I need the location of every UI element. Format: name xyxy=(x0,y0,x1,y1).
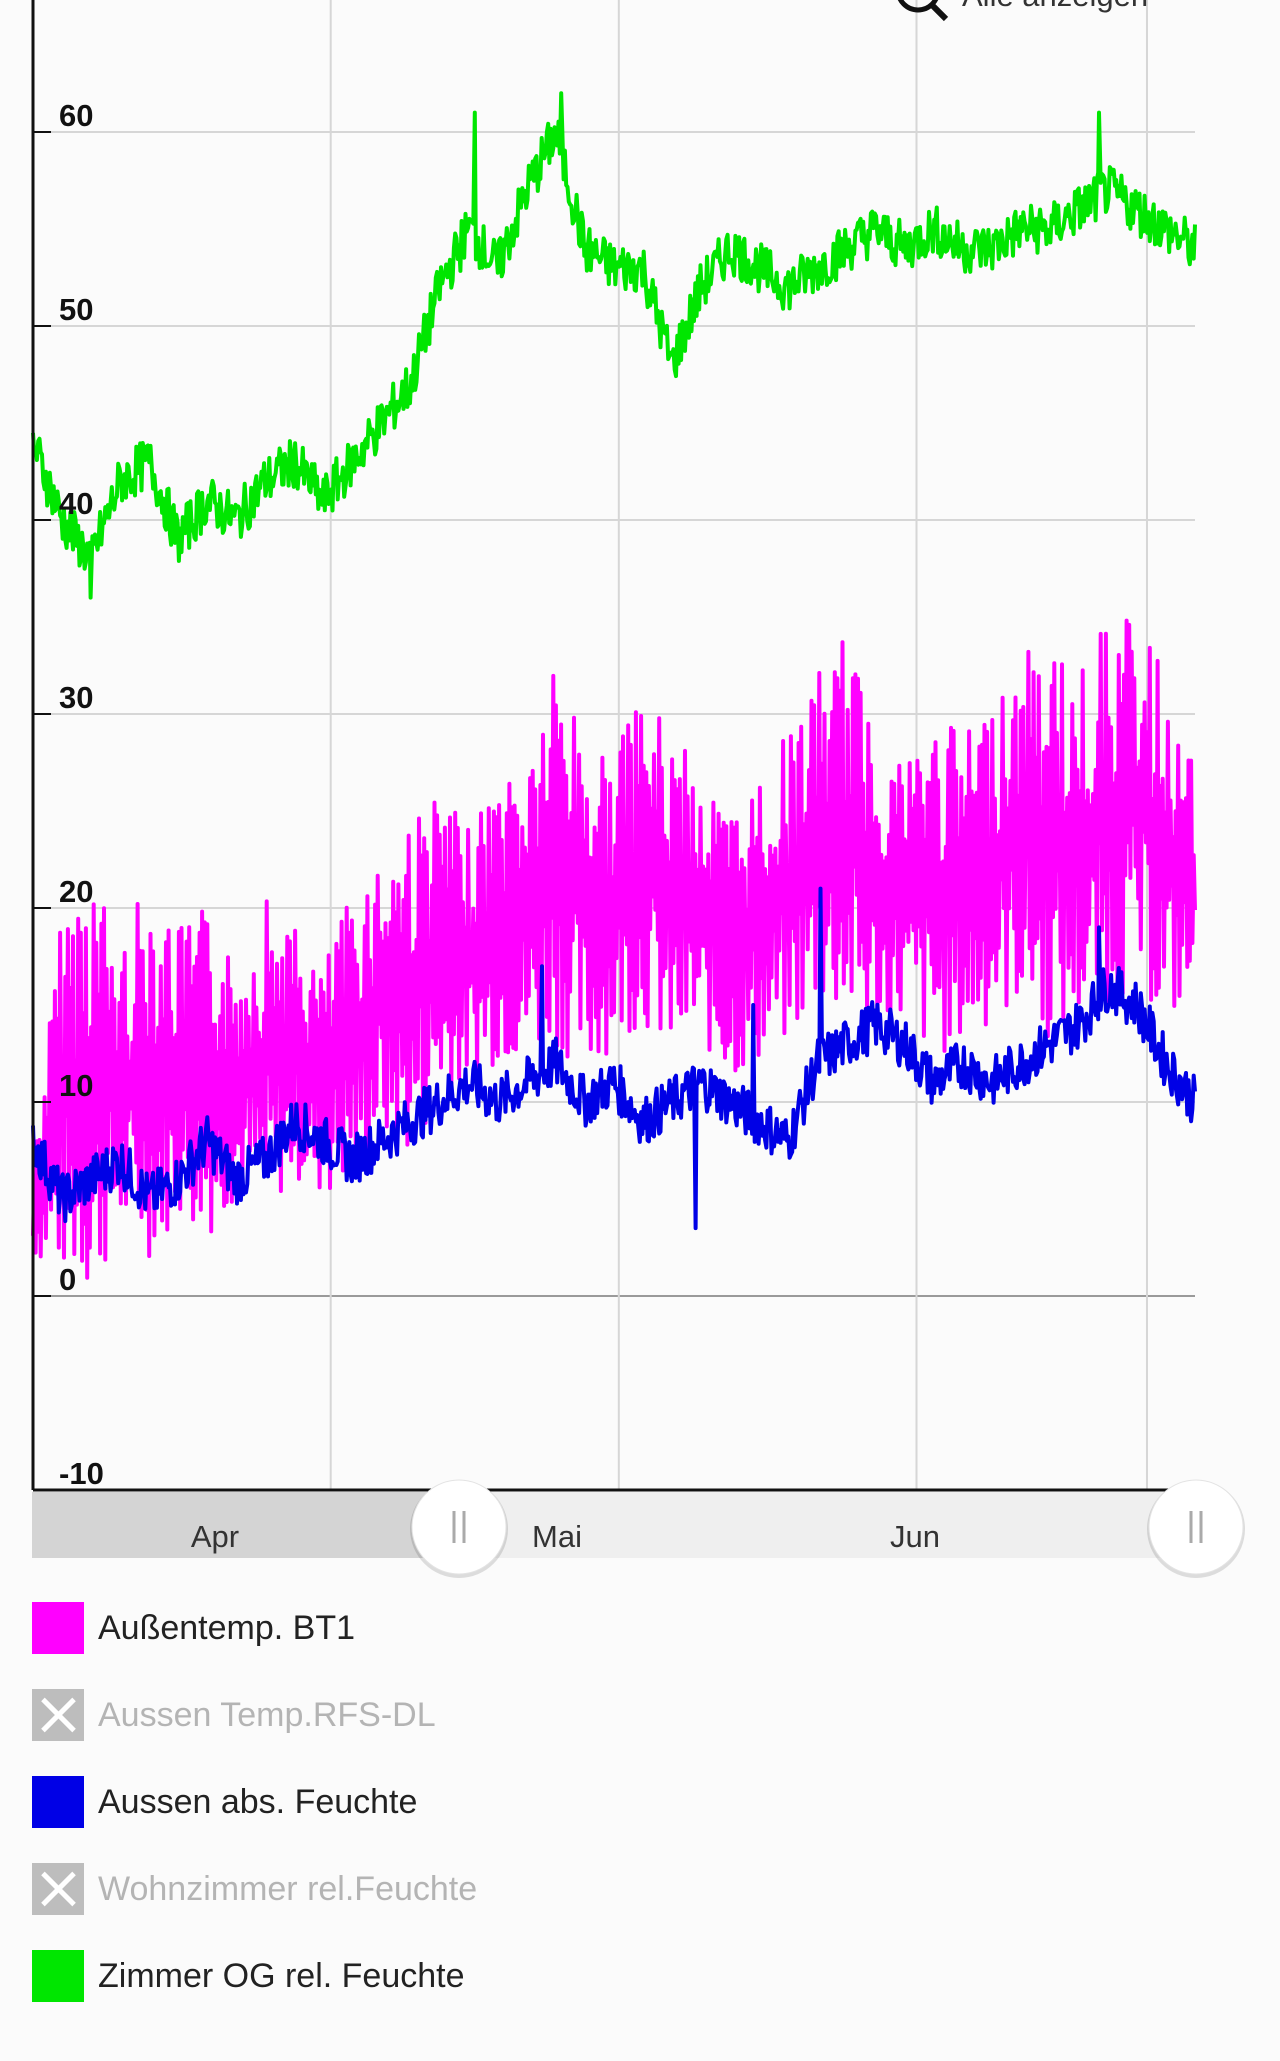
y-tick-label: 40 xyxy=(59,486,93,521)
legend-label: Zimmer OG rel. Feuchte xyxy=(98,1956,465,1995)
zoom-control[interactable]: Alle anzeigen xyxy=(897,0,1148,22)
legend: Außentemp. BT1 Aussen Temp.RFS-DL Aussen… xyxy=(32,1600,477,2035)
y-tick-label: 0 xyxy=(59,1262,76,1297)
series-line-zimmer-og-rel-feuchte xyxy=(31,91,1197,600)
legend-item-aussen-temp-rfs-dl[interactable]: Aussen Temp.RFS-DL xyxy=(32,1687,477,1743)
zoom-icon-handle xyxy=(929,2,949,22)
legend-label: Aussen Temp.RFS-DL xyxy=(98,1695,436,1734)
zoom-icon[interactable] xyxy=(897,0,939,13)
y-tick-label: 20 xyxy=(59,874,93,909)
range-selector[interactable]: Apr Mai Jun xyxy=(32,1479,1245,1578)
y-tick-label: -10 xyxy=(59,1456,104,1491)
range-handle-left[interactable] xyxy=(411,1479,507,1575)
x-tick-label: Jun xyxy=(890,1519,940,1554)
x-tick-label: Mai xyxy=(532,1519,582,1554)
y-tick-label: 50 xyxy=(59,292,93,327)
range-excluded xyxy=(32,1492,460,1558)
range-handle-right[interactable] xyxy=(1148,1479,1244,1575)
disabled-x-icon xyxy=(32,1689,84,1741)
legend-swatch xyxy=(32,1950,84,2002)
y-tick-label: 60 xyxy=(59,98,93,133)
legend-label: Außentemp. BT1 xyxy=(98,1608,356,1647)
legend-item-aussen-abs-feuchte[interactable]: Aussen abs. Feuchte xyxy=(32,1774,477,1830)
legend-swatch xyxy=(32,1776,84,1828)
legend-label: Wohnzimmer rel.Feuchte xyxy=(98,1869,478,1908)
disabled-x-icon xyxy=(32,1863,84,1915)
chart[interactable]: -10 0 10 20 30 40 50 60 Apr Mai Jun Alle anzeigen xyxy=(0,0,1280,1590)
legend-item-zimmer-og-rel-feuchte[interactable]: Zimmer OG rel. Feuchte xyxy=(32,1948,477,2004)
legend-swatch xyxy=(32,1602,84,1654)
legend-item-aussentemp-bt1[interactable]: Außentemp. BT1 xyxy=(32,1600,477,1656)
zoom-label[interactable]: Alle anzeigen xyxy=(962,0,1148,13)
x-tick-label: Apr xyxy=(191,1519,239,1554)
axes xyxy=(31,0,1195,1492)
y-tick-label: 10 xyxy=(59,1068,93,1103)
legend-label: Aussen abs. Feuchte xyxy=(98,1782,418,1821)
series-line-au-entemp-bt1 xyxy=(31,618,1197,1280)
legend-item-wohnzimmer-rel-feuchte[interactable]: Wohnzimmer rel.Feuchte xyxy=(32,1861,477,1917)
y-tick-label: 30 xyxy=(59,680,93,715)
series-layer xyxy=(31,91,1197,1280)
y-tick-labels: -10 0 10 20 30 40 50 60 xyxy=(59,98,104,1491)
series-line-aussen-abs-feuchte xyxy=(31,886,1197,1231)
